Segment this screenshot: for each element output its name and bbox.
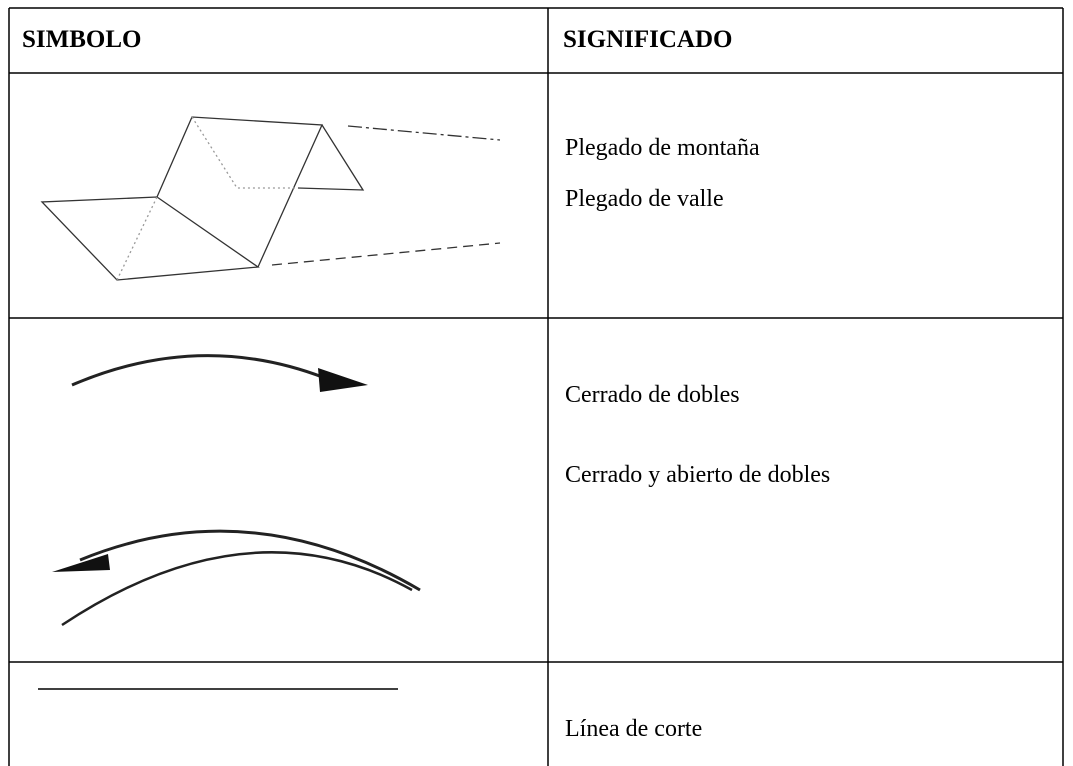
meaning: Plegado de montaña bbox=[565, 135, 760, 161]
meaning: Plegado de valle bbox=[565, 186, 724, 212]
header-cell: SIMBOLO bbox=[22, 26, 142, 53]
table-borders bbox=[8, 7, 1064, 766]
arrowheads bbox=[52, 368, 368, 572]
meaning: Línea de corte bbox=[565, 716, 703, 742]
meaning: Cerrado y abierto de dobles bbox=[565, 462, 831, 488]
fold-symbol bbox=[40, 116, 501, 281]
header-cell: SIGNIFICADO bbox=[563, 26, 733, 53]
meaning: Cerrado de dobles bbox=[565, 382, 740, 408]
arrow-symbols bbox=[61, 354, 421, 627]
